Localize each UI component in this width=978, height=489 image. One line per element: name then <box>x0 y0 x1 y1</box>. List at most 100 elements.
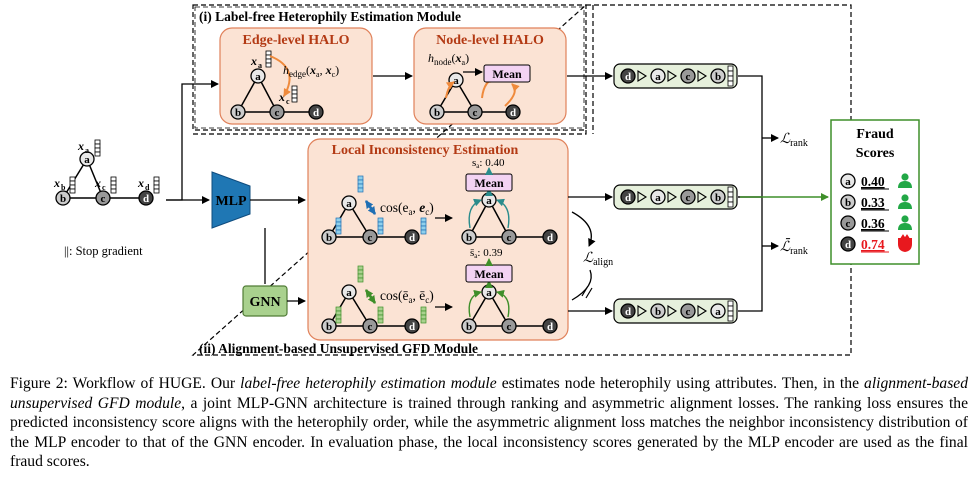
rank-node-c <box>680 303 696 319</box>
workflow-diagram: (i) Label-free Heterophily Estimation Mo… <box>53 4 920 356</box>
rank-node-d <box>620 303 636 319</box>
node-halo-mean-label: Mean <box>492 67 522 81</box>
rank-node-a <box>650 189 666 205</box>
input-node-c <box>95 190 111 206</box>
normal-user-icon <box>901 173 909 181</box>
fraud-scores-title-1: Fraud <box>856 127 894 142</box>
svg-text:b: b <box>466 321 472 333</box>
svg-text:b: b <box>434 107 440 119</box>
fraud-score-row: b 0.33 <box>840 194 912 211</box>
fraud-scores-title-2: Scores <box>856 146 895 161</box>
fraud-score-row: a 0.40 <box>840 173 912 190</box>
edge-halo-graph: a b c d x a x c <box>230 50 324 120</box>
svg-text:c: c <box>368 321 373 333</box>
fraud-node-label: b <box>845 197 851 209</box>
align-arrow-bottom <box>571 269 592 301</box>
svg-text:b: b <box>61 183 66 192</box>
align-loss-label: ℒalign <box>583 251 613 268</box>
fraud-score-row: c 0.36 <box>840 215 912 232</box>
input-node-b <box>55 190 71 206</box>
rank-bar-loss-label: ℒ̄rank <box>780 237 808 257</box>
svg-text:d: d <box>313 107 319 119</box>
label-free-module-box <box>192 4 587 131</box>
svg-text:b: b <box>235 107 241 119</box>
rank-node-c <box>680 189 696 205</box>
normal-user-icon <box>901 194 909 202</box>
edge-feature-c-icon <box>291 85 298 103</box>
svg-text:c: c <box>286 97 290 106</box>
stop-gradient-legend: ||: Stop gradient <box>64 244 143 258</box>
svg-text:d: d <box>510 107 516 119</box>
rank-loss-connector-top <box>738 75 763 198</box>
svg-text:c: c <box>275 107 280 119</box>
svg-text:b: b <box>60 193 66 205</box>
edge-node-d <box>308 104 324 120</box>
svg-text:a: a <box>346 287 352 299</box>
fraud-node-label: d <box>845 239 851 251</box>
svg-text:c: c <box>101 193 106 205</box>
lie-mlp-aggregate: a b c d <box>461 188 558 245</box>
lie-top-mean-label: Mean <box>474 176 504 190</box>
rank-node-d <box>620 68 636 84</box>
svg-text:a: a <box>486 287 492 299</box>
node-halo-title: Node-level HALO <box>436 33 544 48</box>
fraud-score-value: 0.40 <box>861 174 885 189</box>
fraud-node-label: a <box>845 176 851 188</box>
lie-mlp-graph: a b c d <box>321 175 427 245</box>
svg-text:a: a <box>346 198 352 210</box>
rank-node-label: d <box>625 71 631 83</box>
lie-score-bottom: s̄a: 0.39 <box>470 247 503 260</box>
svg-text:d: d <box>547 321 553 333</box>
alignment-module-title: (ii) Alignment-based Unsupervised GFD Mo… <box>199 341 478 356</box>
fraud-score-value: 0.33 <box>861 195 885 210</box>
edge-node-a <box>250 68 266 84</box>
lie-gnn-aggregate: a b c d <box>461 280 558 334</box>
rank-node-c <box>680 68 696 84</box>
mlp-encoder <box>211 171 251 229</box>
rank-gt-icon <box>697 70 708 82</box>
svg-text:c: c <box>102 183 106 192</box>
edge-halo-box <box>219 27 373 125</box>
fraud-score-value: 0.74 <box>861 237 885 252</box>
rank-node-label: b <box>715 192 721 204</box>
rank-gt-icon <box>667 70 678 82</box>
svg-text:b: b <box>326 232 332 244</box>
lie-cos-top: cos(ea, ec) <box>380 200 434 217</box>
svg-text:a: a <box>255 71 261 83</box>
rank-gt-icon <box>697 191 708 203</box>
rank-node-label: b <box>655 306 661 318</box>
fraud-node-label: c <box>846 218 851 230</box>
svg-text:c: c <box>507 232 512 244</box>
svg-text:d: d <box>409 321 415 333</box>
edge-halo-title: Edge-level HALO <box>243 33 350 48</box>
input-node-d <box>138 190 154 206</box>
svg-text:a: a <box>258 61 262 70</box>
align-arrow-top <box>571 211 596 247</box>
svg-text:d: d <box>145 183 150 192</box>
rank-node-b <box>710 68 726 84</box>
fraud-scores-list: a 0.40 b 0.33 c 0.36 d 0.74 <box>840 173 912 253</box>
rank-node-a <box>650 68 666 84</box>
edge-feature-a-icon <box>265 50 272 68</box>
svg-text:a: a <box>453 75 459 87</box>
lie-score-top: sa: 0.40 <box>472 157 505 170</box>
rank-gt-icon <box>637 305 648 317</box>
node-halo-formula: hnode(xa) <box>428 51 469 67</box>
lie-bottom-mean-label: Mean <box>474 267 504 281</box>
svg-text:b: b <box>466 232 472 244</box>
fraud-score-row: d 0.74 <box>840 234 912 253</box>
fraud-score-value: 0.36 <box>861 216 885 231</box>
svg-text:a: a <box>85 146 89 155</box>
rank-loss-label: ℒrank <box>780 132 808 149</box>
edge-node-c <box>269 104 285 120</box>
rank-gt-icon <box>637 191 648 203</box>
rank-node-label: a <box>655 71 661 83</box>
input-to-halo-arrow <box>166 80 219 201</box>
svg-text:d: d <box>409 232 415 244</box>
svg-text:a: a <box>486 195 492 207</box>
mlp-label: MLP <box>215 194 247 209</box>
